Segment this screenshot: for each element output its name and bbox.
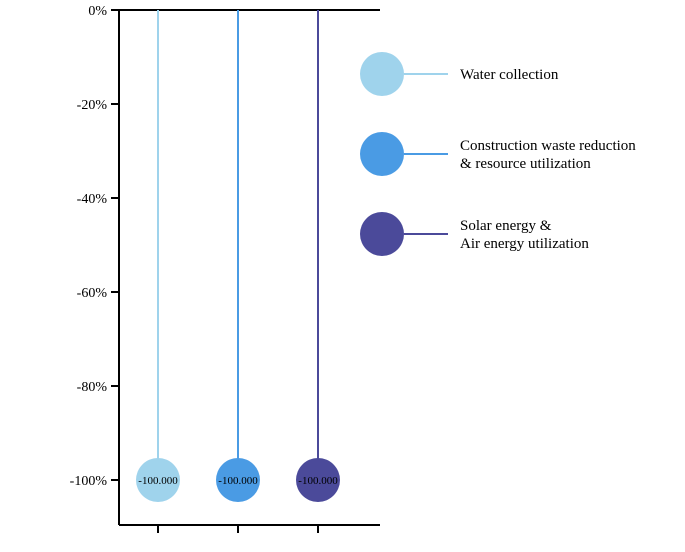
chart-marks: -100.000 -100.000 -100.000 — [136, 10, 340, 502]
y-tick-label: -100% — [70, 474, 108, 489]
legend-swatch — [360, 212, 404, 256]
y-tick-label: 0% — [88, 4, 107, 19]
data-label: -100.000 — [138, 475, 178, 487]
data-label: -100.000 — [298, 475, 338, 487]
lollipop-point — [296, 458, 340, 502]
y-tick-label: -80% — [77, 380, 108, 395]
y-tick-label: -20% — [77, 98, 108, 113]
legend-label: Air energy utilization — [460, 236, 589, 252]
y-tick-label: -40% — [77, 192, 108, 207]
axes: 0% -20% -40% -60% -80% -100% — [70, 4, 380, 533]
legend-swatch — [360, 52, 404, 96]
y-tick-label: -60% — [77, 286, 108, 301]
legend: Water collection Construction waste reduc… — [360, 52, 636, 256]
lollipop-point — [136, 458, 180, 502]
lollipop-point — [216, 458, 260, 502]
legend-label: Construction waste reduction — [460, 138, 636, 154]
legend-label: Water collection — [460, 67, 559, 83]
legend-label: Solar energy & — [460, 218, 552, 234]
legend-swatch — [360, 132, 404, 176]
data-label: -100.000 — [218, 475, 258, 487]
legend-label: & resource utilization — [460, 156, 591, 172]
